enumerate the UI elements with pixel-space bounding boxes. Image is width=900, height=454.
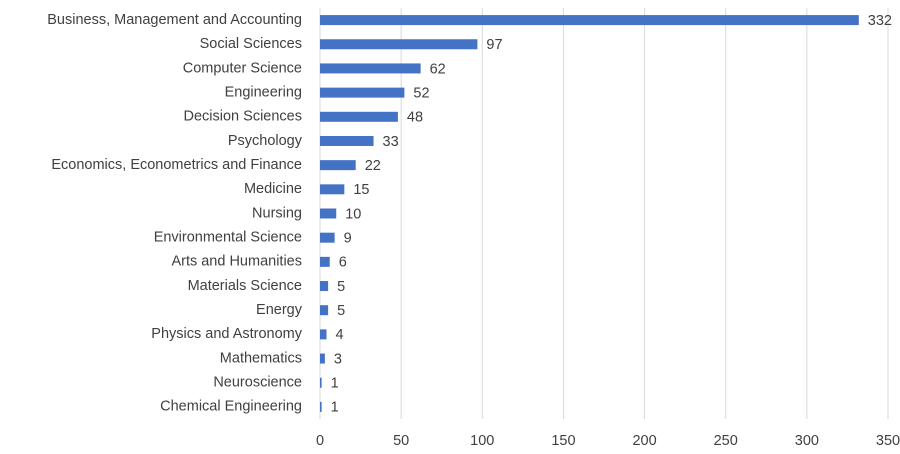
bar xyxy=(320,87,405,98)
data-label: 15 xyxy=(353,182,369,198)
y-tick-label: Business, Management and Accounting xyxy=(47,12,302,28)
data-label: 1 xyxy=(331,376,339,392)
y-tick-label: Energy xyxy=(256,302,303,318)
x-tick-label: 300 xyxy=(795,433,819,449)
y-tick-label: Neuroscience xyxy=(213,375,302,391)
y-tick-label: Engineering xyxy=(225,84,302,100)
data-label: 52 xyxy=(413,85,429,101)
data-label: 3 xyxy=(334,351,342,367)
x-tick-label: 100 xyxy=(470,433,494,449)
y-tick-label: Chemical Engineering xyxy=(160,399,302,415)
y-tick-label: Arts and Humanities xyxy=(171,254,302,270)
bar xyxy=(320,305,329,316)
data-label: 4 xyxy=(335,327,343,343)
y-tick-label: Social Sciences xyxy=(200,36,302,52)
bar xyxy=(320,15,859,26)
bar xyxy=(320,208,337,219)
bar xyxy=(320,256,330,267)
y-tick-label: Economics, Econometrics and Finance xyxy=(51,157,302,173)
bar xyxy=(320,160,356,171)
bar xyxy=(320,232,335,243)
y-tick-label: Computer Science xyxy=(183,60,302,76)
data-label: 33 xyxy=(383,134,399,150)
y-tick-label: Nursing xyxy=(252,205,302,221)
x-tick-label: 0 xyxy=(316,433,324,449)
bar xyxy=(320,377,322,388)
data-label: 22 xyxy=(365,158,381,174)
x-tick-label: 150 xyxy=(551,433,575,449)
x-tick-label: 250 xyxy=(714,433,738,449)
bar xyxy=(320,329,327,340)
data-label: 9 xyxy=(344,231,352,247)
data-label: 5 xyxy=(337,279,345,295)
bar xyxy=(320,281,329,292)
data-label: 97 xyxy=(486,37,502,53)
data-label: 62 xyxy=(430,61,446,77)
bar xyxy=(320,39,478,50)
data-label: 10 xyxy=(345,206,361,222)
x-tick-label: 50 xyxy=(393,433,409,449)
x-tick-label: 200 xyxy=(632,433,656,449)
bar xyxy=(320,135,374,146)
bar xyxy=(320,184,345,195)
data-label: 48 xyxy=(407,110,423,126)
data-label: 1 xyxy=(331,400,339,416)
y-tick-label: Materials Science xyxy=(188,278,302,294)
y-tick-label: Physics and Astronomy xyxy=(151,326,302,342)
y-tick-label: Decision Sciences xyxy=(184,109,302,125)
data-label: 6 xyxy=(339,255,347,271)
y-tick-label: Environmental Science xyxy=(154,230,302,246)
bar xyxy=(320,401,322,412)
bar xyxy=(320,353,325,364)
data-label: 5 xyxy=(337,303,345,319)
y-tick-label: Mathematics xyxy=(220,350,302,366)
y-tick-label: Medicine xyxy=(244,181,302,197)
bar xyxy=(320,63,421,74)
x-tick-label: 350 xyxy=(876,433,900,449)
bar xyxy=(320,111,398,122)
y-tick-label: Psychology xyxy=(228,133,303,149)
data-label: 332 xyxy=(868,13,892,29)
